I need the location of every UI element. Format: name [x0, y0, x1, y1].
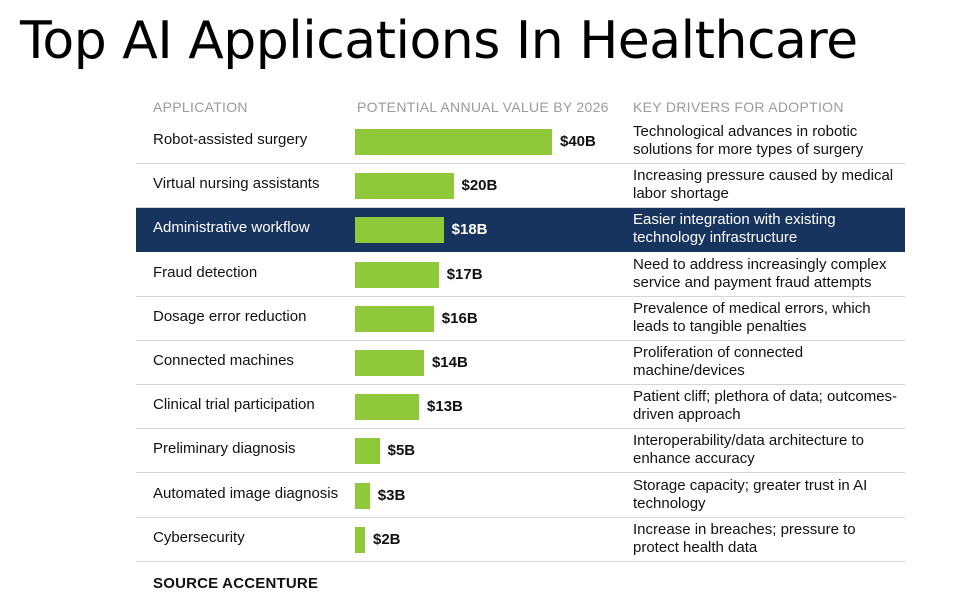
page-title: Top AI Applications In Healthcare [20, 11, 858, 71]
value-bar [355, 261, 439, 288]
row-divider [136, 207, 905, 209]
application-label: Administrative workflow [153, 219, 310, 237]
value-bar [355, 129, 552, 155]
application-label: Fraud detection [153, 263, 258, 281]
header-value: POTENTIAL ANNUAL VALUE BY 2026 [357, 99, 609, 115]
row-divider [136, 295, 905, 297]
value-bar [355, 305, 434, 332]
value-label: $2B [373, 530, 401, 548]
value-bar [355, 394, 420, 421]
driver-text: Technological advances in robotic soluti… [633, 123, 864, 158]
value-bar [355, 482, 370, 509]
value-label: $17B [446, 265, 483, 283]
row-divider [136, 163, 905, 164]
driver-text: Increasing pressure caused by medical la… [633, 167, 894, 203]
value-bar [355, 350, 424, 376]
row-divider [136, 428, 905, 430]
value-label: $3B [377, 486, 406, 504]
driver-text: Need to address increasingly complex ser… [633, 255, 887, 291]
table-row: Virtual nursing assistants $20B Increasing… [136, 164, 905, 209]
driver-text: Patient cliff; plethora of data; outcome… [633, 388, 898, 424]
table-row: Administrative workflow $18B Easier integr… [136, 208, 905, 253]
application-label: Clinical trial participation [153, 396, 315, 414]
table-row: Preliminary diagnosis $5B Interoperability… [136, 429, 905, 474]
application-label: Cybersecurity [153, 528, 245, 546]
value-label: $40B [560, 133, 596, 150]
table-row: Dosage error reduction $16B Prevalence of … [136, 297, 905, 341]
application-label: Robot-assisted surgery [153, 131, 308, 148]
value-label: $14B [431, 354, 468, 371]
value-bar [355, 526, 365, 553]
driver-text: Storage capacity; greater trust in AI te… [633, 476, 868, 512]
value-label: $20B [461, 177, 498, 195]
driver-text: Proliferation of connected machine/devic… [633, 344, 804, 379]
value-bar [355, 438, 380, 465]
header-drivers: KEY DRIVERS FOR ADOPTION [633, 99, 844, 115]
application-label: Preliminary diagnosis [153, 440, 296, 458]
value-label: $13B [427, 398, 463, 416]
value-label: $18B [451, 221, 488, 239]
value-label: $16B [441, 309, 478, 327]
table-row: Clinical trial participation $13B Patient … [136, 385, 905, 430]
row-divider [136, 516, 905, 518]
table-row: Connected machines $14B Proliferation of c… [136, 341, 905, 385]
application-label: Virtual nursing assistants [153, 175, 320, 193]
driver-text: Prevalence of medical errors, which lead… [633, 299, 871, 335]
header-application: APPLICATION [153, 99, 248, 115]
application-label: Automated image diagnosis [153, 484, 339, 502]
application-label: Dosage error reduction [153, 307, 307, 325]
driver-text: Easier integration with existing technol… [633, 211, 836, 247]
row-divider [136, 384, 905, 385]
driver-text: Increase in breaches; pressure to protec… [633, 520, 856, 556]
table-row: Fraud detection $17B Need to address incre… [136, 253, 905, 297]
application-label: Connected machines [153, 352, 294, 369]
table-row: Robot-assisted surgery $40B Technological … [136, 120, 905, 164]
value-bar [355, 173, 454, 200]
table-row: Cybersecurity $2B Increase in breaches; pr… [136, 518, 905, 562]
row-divider [136, 560, 905, 562]
table-row: Automated image diagnosis $3B Storage capa… [136, 474, 905, 518]
source-note: SOURCE ACCENTURE [153, 575, 319, 592]
value-bar [355, 217, 444, 244]
row-divider [136, 339, 905, 341]
driver-text: Interoperability/data architecture to en… [633, 432, 864, 468]
value-label: $5B [387, 442, 416, 460]
row-divider [136, 472, 905, 474]
